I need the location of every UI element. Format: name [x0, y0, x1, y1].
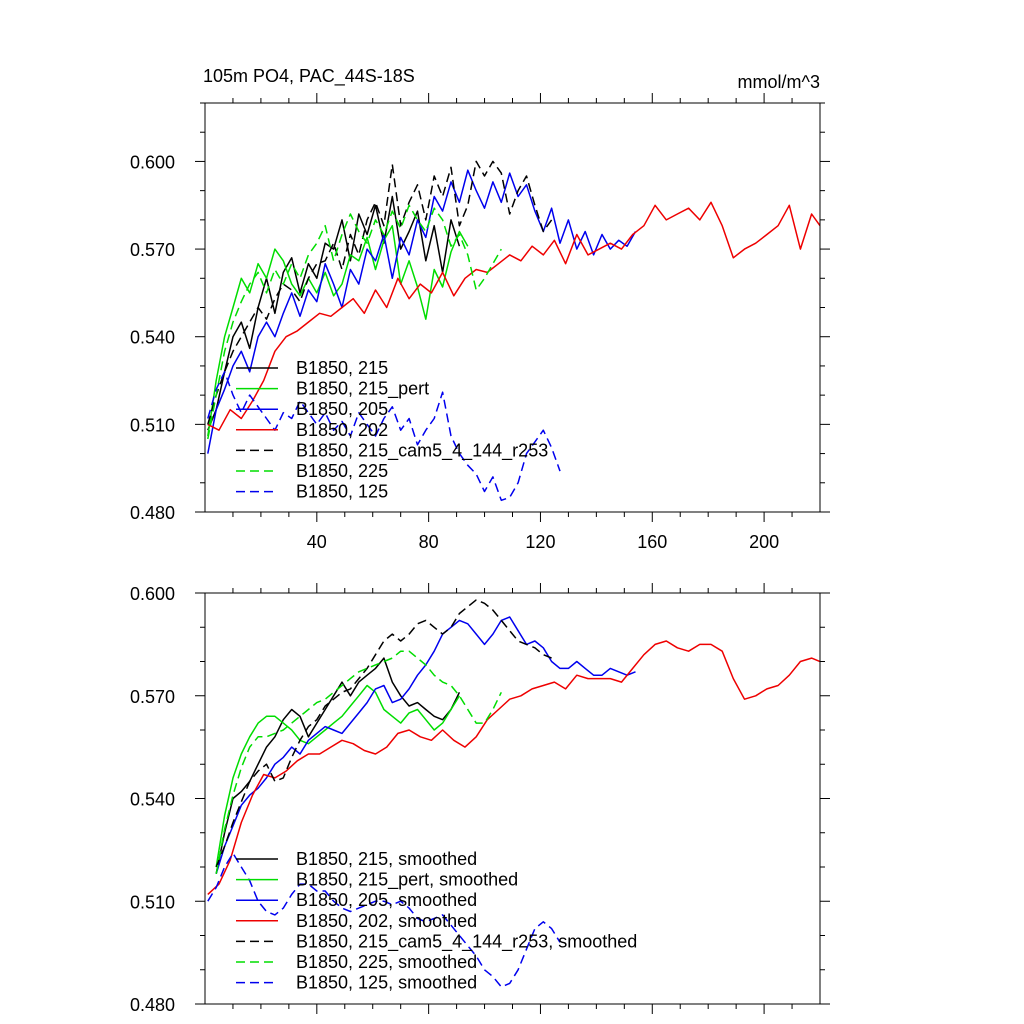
series-line-5: [207, 204, 502, 440]
legend-label: B1850, 225, smoothed: [296, 952, 477, 972]
series-line-6: [207, 852, 561, 988]
legend-label: B1850, 215_cam5_4_144_r253, smoothed: [296, 931, 637, 952]
legend-label: B1850, 215_pert, smoothed: [296, 870, 518, 891]
units-label: mmol/m^3: [738, 72, 820, 92]
y-tick-label: 0.570: [130, 687, 175, 707]
legend-label: B1850, 225: [296, 461, 388, 481]
series-line-3: [207, 640, 820, 895]
legend-label: B1850, 205: [296, 399, 388, 419]
series-line-5: [215, 650, 502, 874]
legend-label: B1850, 202: [296, 420, 388, 440]
chart-title: 105m PO4, PAC_44S-18S: [203, 66, 415, 87]
x-tick-label: 160: [637, 532, 667, 552]
y-tick-label: 0.480: [130, 995, 175, 1015]
y-tick-label: 0.570: [130, 240, 175, 260]
series-line-0: [215, 657, 461, 874]
legend-label: B1850, 215: [296, 358, 388, 378]
legend-label: B1850, 125: [296, 482, 388, 502]
y-tick-label: 0.600: [130, 584, 175, 604]
y-tick-label: 0.510: [130, 415, 175, 435]
legend-label: B1850, 125, smoothed: [296, 973, 477, 993]
series-line-4: [215, 599, 552, 868]
legend-label: B1850, 205, smoothed: [296, 890, 477, 910]
series-line-2: [215, 616, 636, 875]
legend-label: B1850, 202, smoothed: [296, 911, 477, 931]
x-tick-label: 200: [749, 532, 779, 552]
y-tick-label: 0.510: [130, 892, 175, 912]
series-group: [207, 599, 820, 988]
legend-label: B1850, 215_pert: [296, 379, 429, 400]
x-tick-label: 120: [525, 532, 555, 552]
series-line-0: [207, 195, 461, 431]
series-line-2: [207, 169, 637, 454]
series-line-3: [207, 201, 820, 431]
y-tick-label: 0.600: [130, 152, 175, 172]
top-panel: 40 80 120 160 200 0.480 0.510 0.540 0.570 0.600 10…: [130, 66, 830, 552]
x-tick-label: 40: [307, 532, 327, 552]
series-line-1: [215, 684, 461, 868]
bottom-panel: 0.480 0.510 0.540 0.570 0.600 B1850, 215, smo…: [130, 583, 830, 1015]
legend-label: B1850, 215_cam5_4_144_r253: [296, 440, 548, 461]
y-tick-label: 0.540: [130, 790, 175, 810]
y-tick-label: 0.480: [130, 503, 175, 523]
series-line-1: [207, 224, 469, 437]
x-tick-label: 80: [419, 532, 439, 552]
series-group: [207, 160, 820, 502]
legend-label: B1850, 215, smoothed: [296, 849, 477, 869]
series-line-6: [207, 371, 561, 502]
y-tick-label: 0.540: [130, 328, 175, 348]
